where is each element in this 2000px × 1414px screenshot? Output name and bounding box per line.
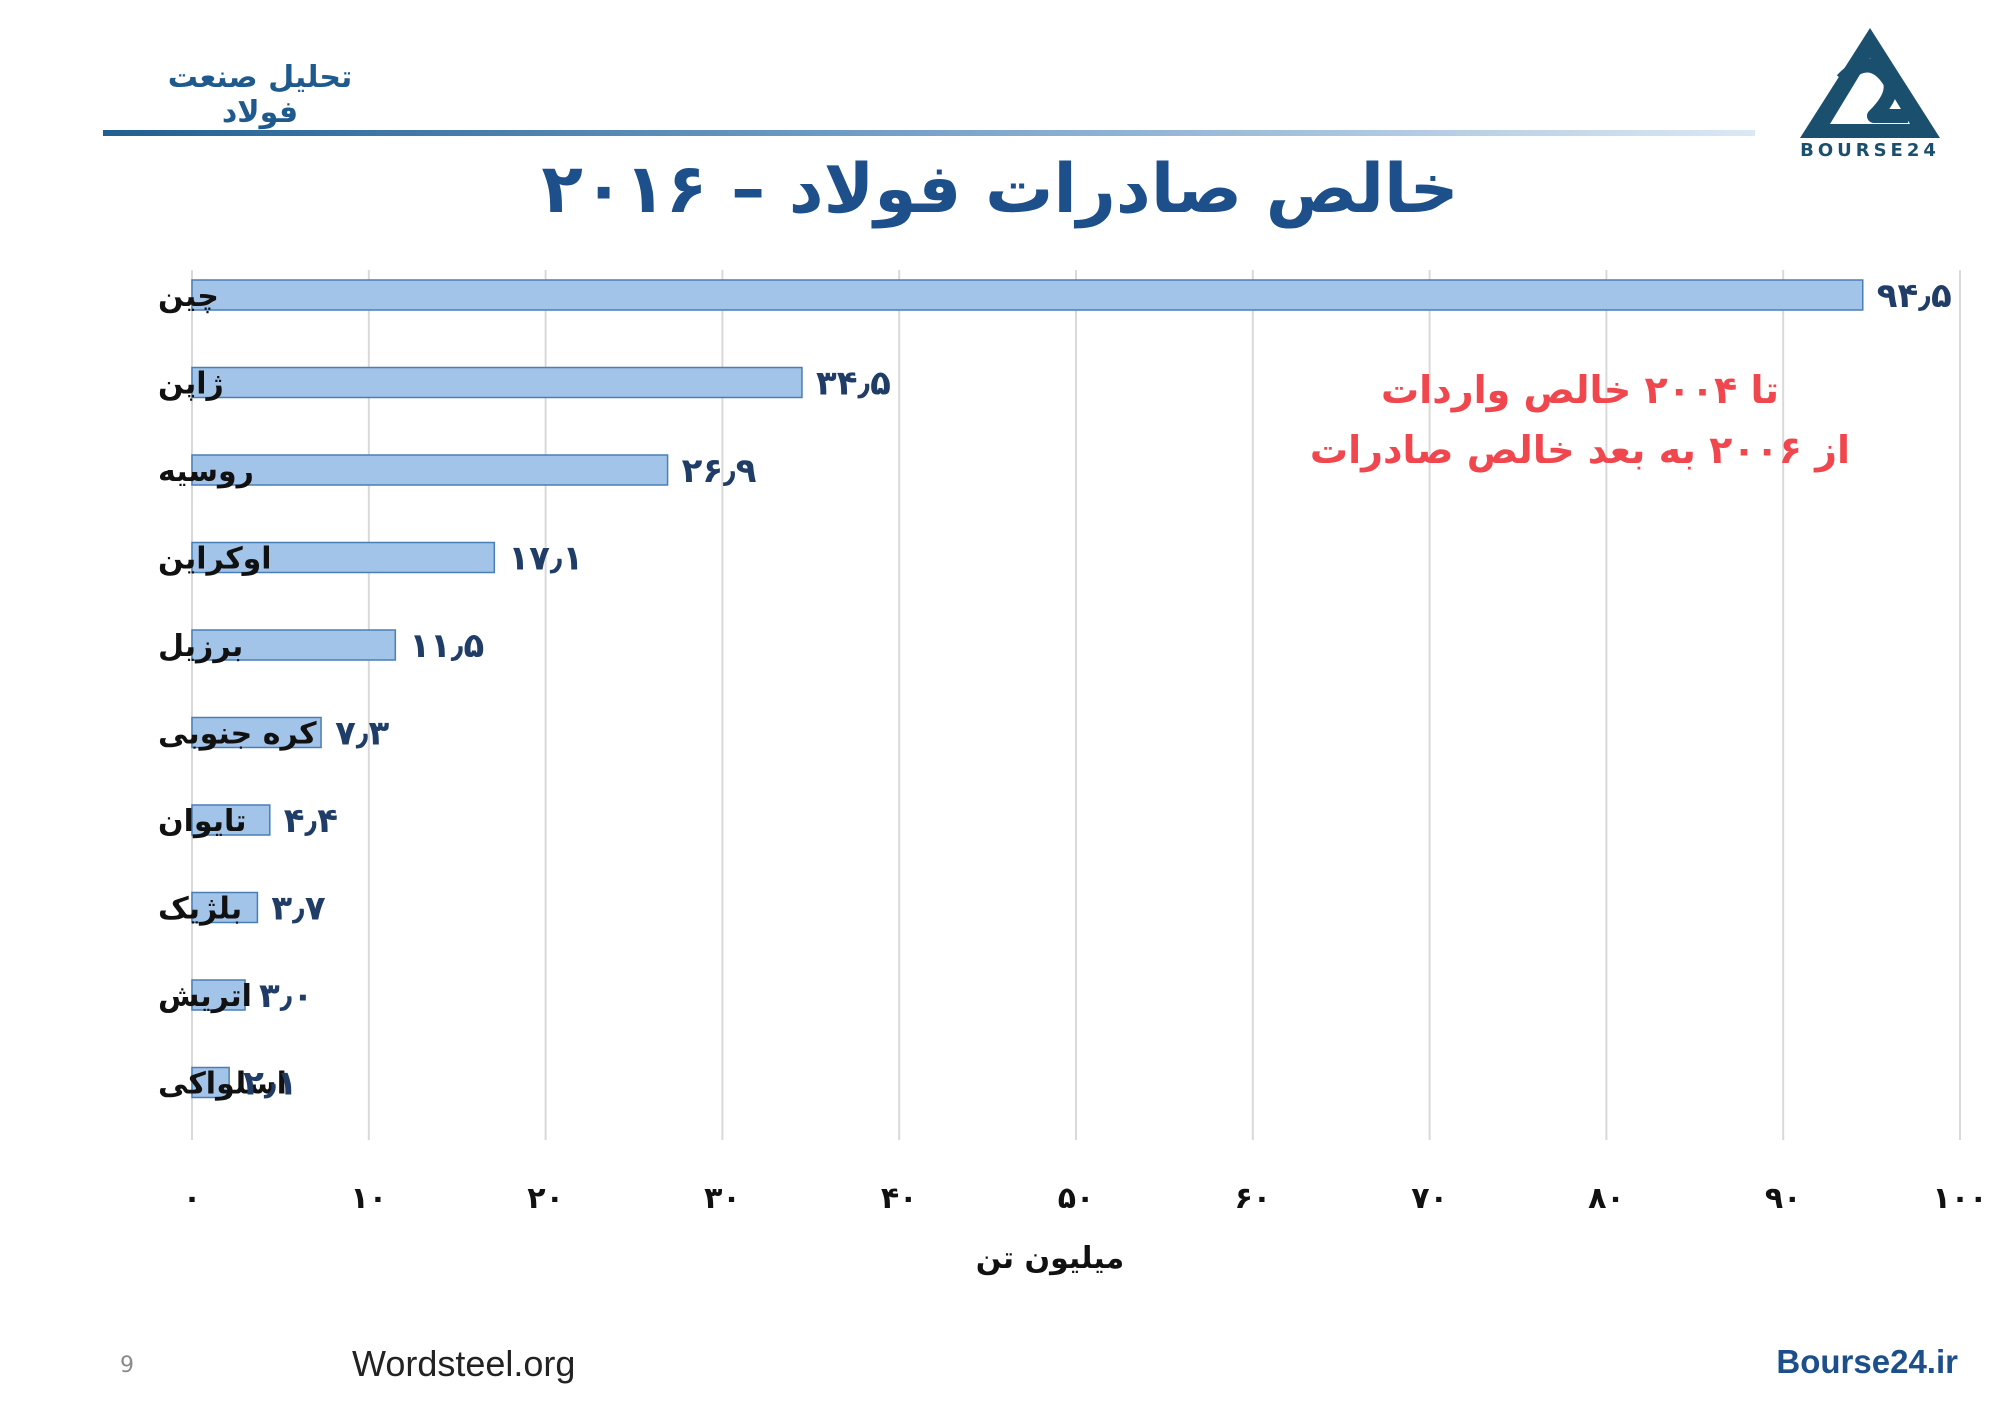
- source-text: Wordsteel.org: [352, 1343, 576, 1384]
- x-tick-label: ۰: [183, 1181, 201, 1216]
- x-tick-label: ۱۰: [350, 1181, 387, 1216]
- bar: [191, 454, 669, 486]
- page-number: 9: [120, 1353, 134, 1378]
- site-link[interactable]: Bourse24.ir: [1776, 1343, 1958, 1380]
- bar: [191, 366, 803, 399]
- category-label: چین: [158, 279, 219, 314]
- x-tick-label: ۵۰: [1058, 1181, 1095, 1216]
- annotation-line-2: از ۲۰۰۶ به بعد خالص صادرات: [1309, 428, 1851, 472]
- x-tick-label: ۹۰: [1765, 1181, 1802, 1216]
- category-label: اسلواکی: [158, 1067, 287, 1102]
- x-tick-label: ۱۰۰: [1933, 1181, 1988, 1216]
- category-label: کره جنوبی: [158, 717, 317, 752]
- value-label: ۷٫۳: [335, 714, 389, 754]
- value-label: ۳٫۷: [271, 889, 325, 929]
- value-label: ۳٫۰: [259, 976, 313, 1016]
- x-tick-label: ۳۰: [704, 1181, 741, 1216]
- value-label: ۳۴٫۵: [816, 364, 891, 404]
- annotation-note: تا ۲۰۰۴ خالص واردات از ۲۰۰۶ به بعد خالص …: [1300, 360, 1860, 480]
- value-label: ۱۱٫۵: [409, 626, 484, 666]
- x-tick-label: ۶۰: [1234, 1181, 1271, 1216]
- x-axis-title: میلیون تن: [976, 1241, 1124, 1276]
- category-label: تایوان: [158, 804, 247, 839]
- value-label: ۹۴٫۵: [1877, 276, 1952, 316]
- category-label: بلژیک: [158, 892, 242, 927]
- bourse24-logo-icon: [1800, 28, 1940, 138]
- value-label: ۲۶٫۹: [682, 451, 757, 491]
- category-label: روسیه: [158, 454, 254, 489]
- header-divider: [103, 130, 1755, 136]
- category-label: ژاپن: [158, 367, 224, 402]
- header-title: تحلیل صنعت فولاد: [167, 60, 353, 130]
- category-label: اتریش: [158, 979, 252, 1014]
- category-label: اوکراین: [158, 542, 272, 577]
- bar: [191, 629, 397, 661]
- x-tick-label: ۴۰: [881, 1181, 918, 1216]
- category-label: برزیل: [158, 629, 243, 664]
- chart-title: خالص صادرات فولاد – ۲۰۱۶: [541, 150, 1459, 229]
- x-tick-label: ۲۰: [527, 1181, 564, 1216]
- value-label: ۴٫۴: [284, 801, 338, 841]
- annotation-line-1: تا ۲۰۰۴ خالص واردات: [1380, 368, 1780, 412]
- x-tick-label: ۸۰: [1588, 1181, 1625, 1216]
- logo-text: BOURSE24: [1800, 140, 1940, 161]
- bar: [191, 279, 1864, 311]
- value-label: ۱۷٫۱: [508, 539, 583, 579]
- bar: [191, 804, 271, 836]
- bar: [191, 891, 259, 924]
- bars: [191, 279, 1864, 1099]
- bar: [191, 541, 496, 574]
- grid-lines: [191, 270, 1961, 1140]
- labels: ۰ ۱۰ ۲۰ ۳۰ ۴۰ ۵۰ ۶۰ ۷۰ ۸۰ ۹۰ ۱۰۰ چین ۹۴٫۵ ژاپن ۳۴٫۵ روس…: [158, 276, 1987, 1216]
- value-label: ۲٫۱: [243, 1064, 297, 1104]
- bar: [191, 716, 322, 749]
- bar: [191, 1066, 230, 1099]
- bar: [191, 979, 246, 1011]
- x-tick-label: ۷۰: [1411, 1181, 1448, 1216]
